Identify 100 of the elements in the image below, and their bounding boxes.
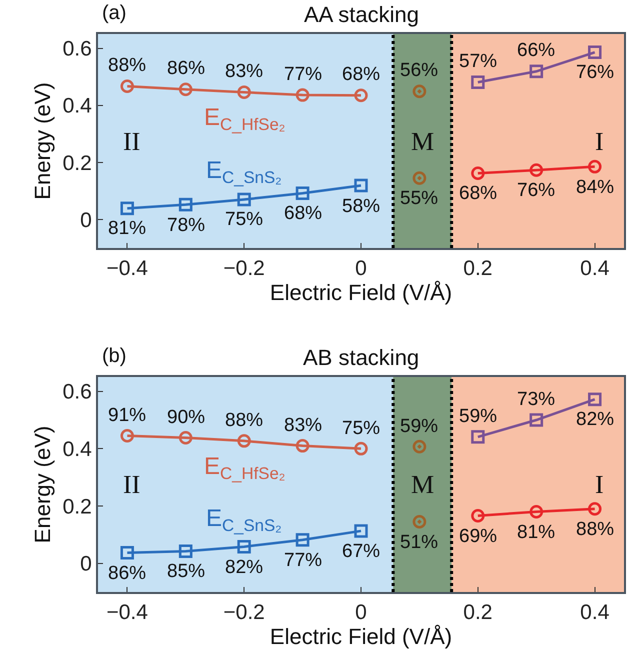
annotation: 90% xyxy=(167,407,206,428)
series-label: E$_{C_HfSe₂}$ xyxy=(204,104,286,134)
y-tick-label: 0.2 xyxy=(62,495,92,518)
annotation: 57% xyxy=(459,51,498,72)
band-label: I xyxy=(595,127,604,156)
annotation: 69% xyxy=(459,526,498,547)
series-label: E$_{C_SnS₂}$ xyxy=(206,505,282,536)
x-tick-label: −0.2 xyxy=(223,601,265,624)
point xyxy=(471,430,485,444)
point xyxy=(412,515,426,529)
annotation: 56% xyxy=(400,60,438,81)
annotation: 76% xyxy=(517,180,556,201)
annotation: 86% xyxy=(167,58,206,79)
x-tick-label: 0 xyxy=(355,601,367,624)
band-label: I xyxy=(595,470,604,499)
y-tick-label: 0.6 xyxy=(62,38,92,61)
annotation: 68% xyxy=(459,183,498,204)
y-tick-label: 0.6 xyxy=(62,380,92,404)
annotation: 84% xyxy=(576,177,614,198)
x-tick-label: −0.2 xyxy=(223,257,265,280)
point xyxy=(178,431,192,445)
point xyxy=(354,442,368,456)
point xyxy=(120,546,134,560)
point xyxy=(530,163,544,177)
annotation: 88% xyxy=(225,410,264,431)
annotation: 86% xyxy=(108,563,146,584)
point xyxy=(530,504,544,518)
annotation: 82% xyxy=(576,409,614,430)
annotation: 91% xyxy=(108,405,146,426)
x-tick-label: 0.4 xyxy=(580,257,610,280)
x-tick-label: 0 xyxy=(355,257,367,280)
point xyxy=(588,46,602,60)
point xyxy=(471,509,485,522)
annotation: 68% xyxy=(284,203,322,224)
point xyxy=(471,166,485,180)
annotation: 51% xyxy=(400,532,438,553)
point xyxy=(120,429,134,443)
x-tick-label: 0.4 xyxy=(580,601,610,624)
annotation: 75% xyxy=(342,418,380,439)
point xyxy=(588,160,602,174)
y-tick-label: 0 xyxy=(80,552,92,576)
point xyxy=(178,544,192,558)
point xyxy=(178,198,192,212)
annotation: 75% xyxy=(225,209,264,230)
series-label: E$_{C_HfSe₂}$ xyxy=(204,453,286,484)
point xyxy=(412,84,426,98)
x-axis-title: Electric Field (V/Å) xyxy=(270,624,452,650)
y-tick-label: 0.4 xyxy=(62,438,92,462)
band-label: II xyxy=(123,127,140,156)
annotation: 83% xyxy=(225,61,264,82)
x-tick-label: −0.4 xyxy=(106,601,148,624)
annotation: 88% xyxy=(576,519,614,540)
annotation: 81% xyxy=(517,522,556,543)
point xyxy=(354,524,368,538)
text: (b) xyxy=(102,345,126,367)
point xyxy=(120,202,134,216)
annotation: 78% xyxy=(167,215,206,236)
y-axis-title: Energy (eV) xyxy=(30,426,55,544)
point xyxy=(296,439,310,453)
point xyxy=(530,413,544,427)
annotation: 58% xyxy=(342,196,380,217)
point xyxy=(354,178,368,192)
y-tick-label: 0.4 xyxy=(62,94,92,118)
point xyxy=(237,192,251,206)
x-axis-title: Electric Field (V/Å) xyxy=(270,280,452,306)
y-tick-label: 0 xyxy=(80,208,92,232)
band-label: M xyxy=(411,470,434,499)
point xyxy=(237,434,251,448)
point xyxy=(178,82,192,96)
point xyxy=(296,186,310,200)
text: (a) xyxy=(102,2,126,24)
annotation: 82% xyxy=(225,557,264,578)
y-axis-title: Energy (eV) xyxy=(30,82,55,200)
annotation: 73% xyxy=(517,389,556,410)
point xyxy=(354,88,368,102)
annotation: 59% xyxy=(400,416,438,437)
annotation: 55% xyxy=(400,188,438,209)
point xyxy=(412,171,426,185)
point xyxy=(588,392,602,406)
point xyxy=(296,533,310,547)
point xyxy=(237,540,251,554)
annotation: 66% xyxy=(517,40,556,61)
point xyxy=(296,88,310,102)
annotation: 59% xyxy=(459,406,498,427)
x-tick-label: 0.2 xyxy=(463,601,492,624)
chart-title: AA stacking xyxy=(304,2,419,27)
point xyxy=(471,75,485,89)
x-tick-label: 0.2 xyxy=(463,257,492,280)
point xyxy=(530,64,544,78)
series-label: E$_{C_SnS₂}$ xyxy=(206,157,282,188)
annotation: 76% xyxy=(576,62,614,83)
annotation: 77% xyxy=(284,550,322,571)
point xyxy=(237,85,251,99)
x-tick-label: −0.4 xyxy=(106,257,148,280)
band-label: II xyxy=(123,470,140,499)
annotation: 85% xyxy=(167,561,206,582)
annotation: 81% xyxy=(108,218,146,239)
annotation: 68% xyxy=(342,64,380,85)
band-label: M xyxy=(411,127,434,156)
annotation: 83% xyxy=(284,415,322,436)
